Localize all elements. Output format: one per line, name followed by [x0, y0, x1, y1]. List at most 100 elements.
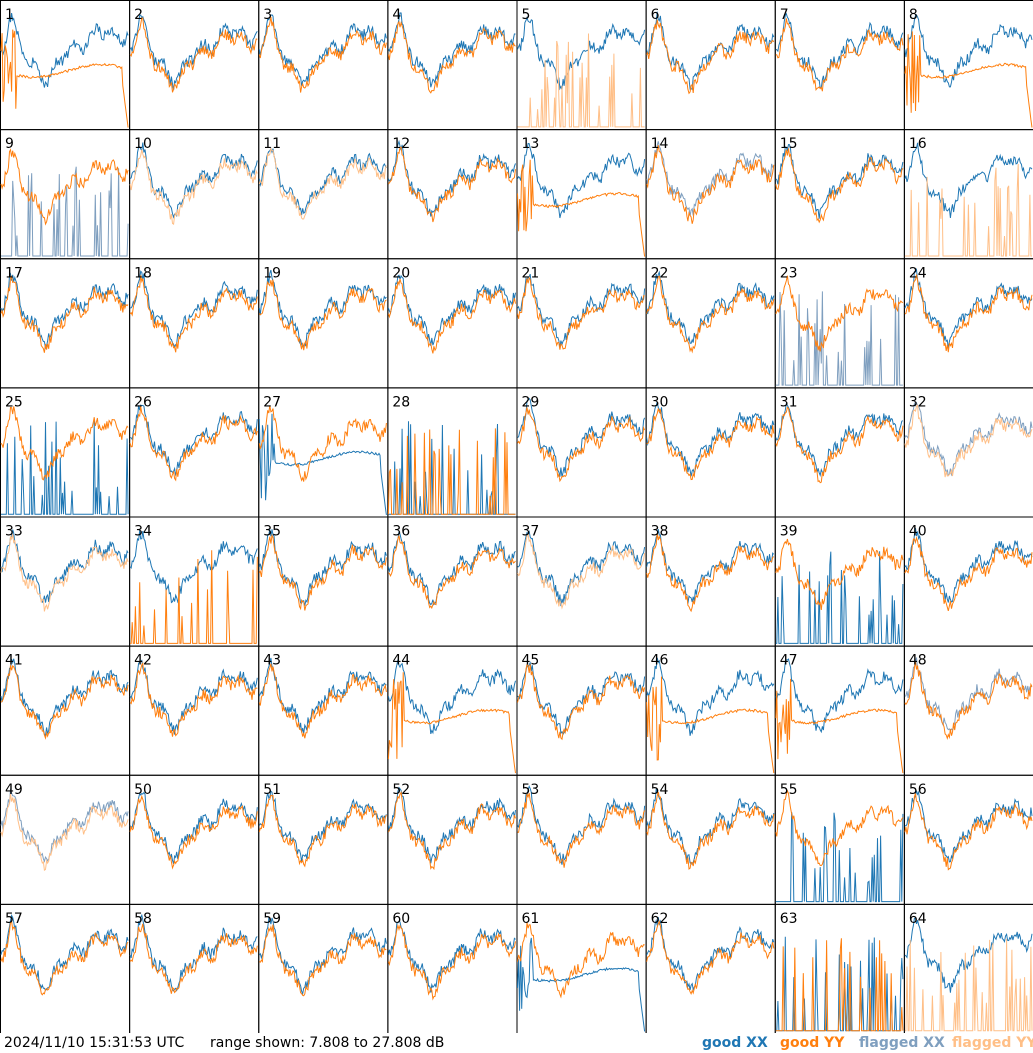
panel-label: 33: [5, 524, 23, 540]
panel-label: 28: [392, 394, 410, 410]
panel-label: 3: [263, 7, 272, 23]
series-yy-panel-34: [130, 550, 258, 644]
series-xx-panel-14: [646, 141, 775, 217]
series-yy-panel-45: [517, 664, 646, 741]
series-xx-panel-16: [904, 142, 1033, 218]
series-yy-panel-35: [258, 533, 387, 611]
series-yy-panel-59: [259, 924, 387, 997]
series-yy-panel-1: [0, 29, 129, 128]
panel-label: 22: [651, 265, 669, 281]
series-yy-panel-21: [517, 276, 645, 350]
panel-23: 23: [774, 258, 905, 389]
panel-frame: [903, 903, 1033, 1033]
panel-label: 44: [392, 653, 410, 669]
panel-33: 33: [0, 516, 131, 647]
series-xx-panel-39: [775, 551, 904, 644]
panel-29: 29: [516, 387, 647, 518]
panel-11: 11: [258, 129, 389, 260]
panel-62: 62: [645, 903, 776, 1033]
panel-22: 22: [645, 258, 776, 389]
series-yy-panel-8: [904, 31, 1033, 128]
panel-label: 14: [651, 136, 669, 152]
series-yy-panel-24: [904, 274, 1033, 353]
series-yy-panel-13: [517, 159, 646, 257]
series-yy-panel-27: [258, 405, 387, 482]
panel-label: 47: [780, 653, 798, 669]
series-yy-panel-6: [646, 19, 775, 95]
panel-label: 18: [134, 265, 152, 281]
series-xx-panel-41: [0, 658, 129, 737]
panel-25: 25: [0, 387, 131, 518]
panel-53: 53: [516, 774, 647, 905]
series-yy-panel-58: [129, 923, 258, 994]
panel-31: 31: [774, 387, 905, 518]
series-yy-panel-36: [388, 535, 516, 610]
series-xx-panel-30: [646, 401, 775, 477]
series-yy-panel-37: [517, 532, 646, 610]
panel-59: 59: [258, 903, 389, 1033]
panel-45: 45: [516, 645, 647, 776]
series-xx-panel-49: [0, 788, 129, 863]
panel-27: 27: [258, 387, 389, 518]
panel-label: 63: [780, 911, 798, 927]
panel-label: 5: [522, 7, 531, 23]
series-xx-panel-33: [0, 529, 129, 604]
series-yy-panel-40: [904, 536, 1033, 612]
panel-58: 58: [129, 903, 260, 1033]
panel-label: 29: [522, 394, 540, 410]
panel-label: 15: [780, 136, 798, 152]
series-xx-panel-34: [129, 530, 258, 604]
panel-label: 42: [134, 653, 152, 669]
series-xx-panel-17: [0, 272, 129, 350]
series-yy-panel-54: [646, 791, 775, 870]
panel-44: 44: [387, 645, 518, 776]
panel-2: 2: [129, 0, 260, 131]
panel-label: 60: [392, 911, 410, 927]
legend-flagged-xx: flagged XX: [859, 1035, 945, 1051]
panel-label: 19: [263, 265, 281, 281]
panel-50: 50: [129, 774, 260, 905]
series-yy-panel-43: [258, 663, 387, 739]
series-yy-panel-51: [258, 794, 387, 868]
panel-label: 36: [392, 524, 410, 540]
series-yy-panel-14: [646, 145, 775, 224]
series-yy-panel-22: [646, 275, 775, 354]
panel-label: 53: [522, 782, 540, 798]
series-xx-panel-51: [258, 790, 387, 862]
panel-label: 30: [651, 394, 669, 410]
panel-label: 16: [909, 136, 927, 152]
panel-label: 39: [780, 524, 798, 540]
panel-label: 32: [909, 394, 927, 410]
panel-label: 25: [5, 394, 23, 410]
panel-label: 23: [780, 265, 798, 281]
series-xx-panel-56: [904, 790, 1033, 863]
series-xx-panel-7: [775, 12, 904, 89]
series-xx-panel-18: [130, 270, 258, 349]
series-xx-panel-64: [904, 917, 1033, 993]
panel-4: 4: [387, 0, 518, 131]
series-yy-panel-32: [904, 404, 1033, 478]
panel-21: 21: [516, 258, 647, 389]
series-xx-panel-5: [517, 16, 646, 91]
panel-label: 52: [392, 782, 410, 798]
panel-10: 10: [129, 129, 260, 260]
panel-9: 9: [0, 129, 131, 260]
panel-28: 28: [387, 387, 518, 518]
series-xx-panel-19: [258, 269, 387, 348]
range-label: range shown: 7.808 to 27.808 dB: [210, 1035, 445, 1051]
series-xx-panel-2: [129, 14, 258, 91]
series-xx-panel-38: [646, 529, 775, 604]
panel-12: 12: [387, 129, 518, 260]
panel-35: 35: [258, 516, 389, 647]
series-yy-panel-4: [387, 20, 516, 94]
panel-18: 18: [129, 258, 260, 389]
panel-41: 41: [0, 645, 131, 776]
series-yy-panel-9: [0, 148, 129, 226]
series-xx-panel-35: [258, 529, 387, 606]
panel-19: 19: [258, 258, 389, 389]
panel-label: 49: [5, 782, 23, 798]
panel-label: 64: [909, 911, 927, 927]
series-yy-panel-47: [775, 678, 904, 774]
series-xx-panel-54: [646, 788, 775, 865]
series-xx-panel-47: [775, 658, 904, 734]
